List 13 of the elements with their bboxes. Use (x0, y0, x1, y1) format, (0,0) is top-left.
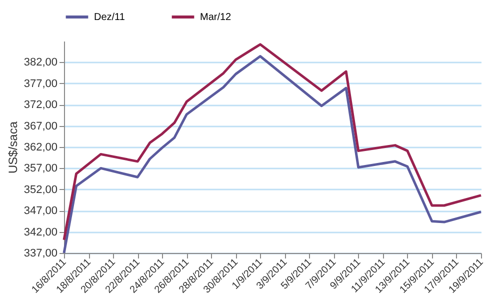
y-tick-label: 342,00 (24, 226, 58, 238)
y-tick-label: 367,00 (24, 120, 58, 132)
legend-label: Mar/12 (200, 12, 232, 23)
y-tick-label: 382,00 (24, 56, 58, 69)
y-axis-title: US$/saca (6, 121, 20, 174)
y-tick-label: 362,00 (24, 142, 58, 154)
legend-label: Dez/11 (94, 12, 126, 23)
y-tick-label: 372,00 (24, 99, 58, 112)
y-tick-label: 377,00 (24, 78, 58, 90)
y-tick-label: 347,00 (24, 205, 58, 218)
y-tick-label: 352,00 (24, 184, 58, 196)
y-tick-label: 357,00 (24, 162, 58, 175)
y-tick-label: 337,00 (24, 248, 58, 260)
